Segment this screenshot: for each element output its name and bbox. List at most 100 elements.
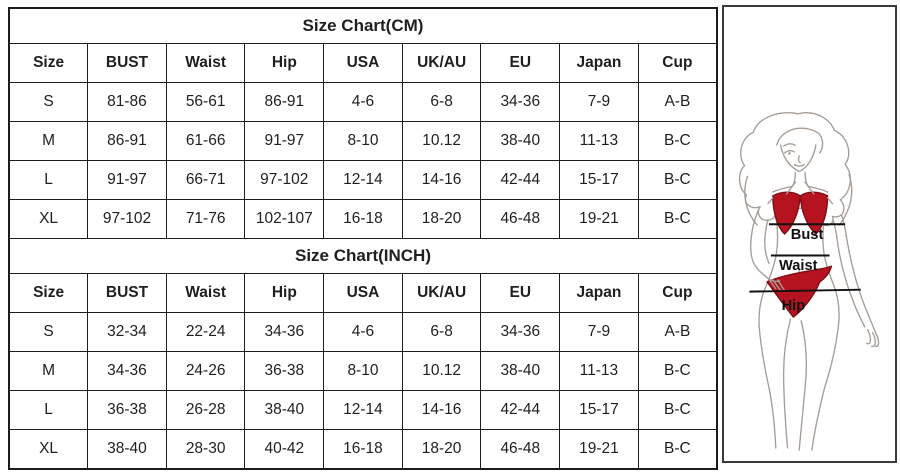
hip-label: Hip (782, 298, 806, 314)
hand-on-hip (763, 274, 786, 292)
size-value-cell: B-C (637, 121, 718, 161)
bust-label: Bust (791, 227, 824, 243)
waist-label: Waist (779, 258, 818, 274)
size-value-cell: 15-17 (559, 390, 639, 430)
size-value-cell: 71-76 (165, 199, 246, 239)
size-value-cell: B-C (637, 351, 718, 391)
size-value-cell: 19-21 (559, 199, 639, 239)
table-title-row: Size Chart(CM) (8, 7, 718, 44)
size-value-cell: 8-10 (323, 121, 403, 161)
column-header: Cup (637, 273, 718, 313)
size-value-cell: 66-71 (165, 160, 246, 200)
size-value-cell: 14-16 (401, 160, 482, 200)
size-value-cell: B-C (637, 199, 718, 239)
measurement-figure-panel: Bust Waist Hip (722, 5, 897, 463)
size-value-cell: 7-9 (559, 312, 639, 352)
size-row: L 36-38 26-28 38-40 12-14 14-16 42-44 15-17 B-C (8, 390, 718, 430)
size-name-cell: L (8, 390, 89, 430)
column-header: UK/AU (401, 273, 482, 313)
size-row: L 91-97 66-71 97-102 12-14 14-16 42-44 15-17 B-C (8, 160, 718, 200)
size-value-cell: B-C (637, 390, 718, 430)
hip-line (749, 288, 861, 293)
size-name-cell: S (8, 312, 89, 352)
size-value-cell: 14-16 (401, 390, 482, 430)
hair-strands (744, 173, 853, 226)
size-value-cell: 18-20 (401, 199, 482, 239)
size-value-cell: 91-97 (87, 160, 167, 200)
size-value-cell: 86-91 (87, 121, 167, 161)
size-value-cell: 12-14 (323, 160, 403, 200)
column-header: Hip (244, 43, 325, 83)
size-value-cell: 56-61 (165, 82, 246, 122)
size-chart-table-body: Size Chart(CM) Size BUST Waist Hip USA UK/AU EU… (8, 7, 718, 470)
size-value-cell: 34-36 (87, 351, 167, 391)
size-value-cell: B-C (637, 160, 718, 200)
size-value-cell: 91-97 (244, 121, 325, 161)
size-name-cell: L (8, 160, 89, 200)
table-title: Size Chart(INCH) (8, 238, 718, 274)
size-value-cell: 22-24 (165, 312, 246, 352)
column-header: Hip (244, 273, 325, 313)
table-title-row: Size Chart(INCH) (8, 238, 718, 274)
size-value-cell: 42-44 (480, 390, 561, 430)
size-value-cell: 16-18 (323, 429, 403, 470)
size-value-cell: 11-13 (559, 351, 639, 391)
column-header: Japan (559, 43, 639, 83)
size-value-cell: 28-30 (165, 429, 246, 470)
column-header: Size (8, 273, 89, 313)
size-value-cell: 7-9 (559, 82, 639, 122)
size-value-cell: 46-48 (480, 199, 561, 239)
column-header: Japan (559, 273, 639, 313)
size-row: S 81-86 56-61 86-91 4-6 6-8 34-36 7-9 A-B (8, 82, 718, 122)
table-title: Size Chart(CM) (8, 7, 718, 44)
size-value-cell: B-C (637, 429, 718, 470)
column-header: Cup (637, 43, 718, 83)
size-row: XL 97-102 71-76 102-107 16-18 18-20 46-48 19-21… (8, 199, 718, 239)
size-name-cell: XL (8, 199, 89, 239)
size-value-cell: 26-28 (165, 390, 246, 430)
size-value-cell: 11-13 (559, 121, 639, 161)
size-value-cell: 6-8 (401, 312, 482, 352)
size-row: S 32-34 22-24 34-36 4-6 6-8 34-36 7-9 A-B (8, 312, 718, 352)
column-header-row: Size BUST Waist Hip USA UK/AU EU Japan Cup (8, 43, 718, 83)
size-value-cell: 34-36 (480, 312, 561, 352)
size-value-cell: A-B (637, 312, 718, 352)
size-value-cell: 40-42 (244, 429, 325, 470)
size-value-cell: 97-102 (244, 160, 325, 200)
size-value-cell: 10.12 (401, 351, 482, 391)
column-header: UK/AU (401, 43, 482, 83)
size-value-cell: 38-40 (87, 429, 167, 470)
column-header: Waist (165, 273, 246, 313)
size-value-cell: 15-17 (559, 160, 639, 200)
size-value-cell: 38-40 (480, 351, 561, 391)
size-value-cell: 46-48 (480, 429, 561, 470)
size-value-cell: 10.12 (401, 121, 482, 161)
column-header: Size (8, 43, 89, 83)
size-value-cell: A-B (637, 82, 718, 122)
size-name-cell: M (8, 351, 89, 391)
size-value-cell: 61-66 (165, 121, 246, 161)
size-row: M 34-36 24-26 36-38 8-10 10.12 38-40 11-13 B-C (8, 351, 718, 391)
size-value-cell: 12-14 (323, 390, 403, 430)
column-header: EU (480, 273, 561, 313)
size-name-cell: XL (8, 429, 89, 470)
size-row: M 86-91 61-66 91-97 8-10 10.12 38-40 11-13 B-C (8, 121, 718, 161)
size-value-cell: 34-36 (480, 82, 561, 122)
bikini-straps (767, 181, 834, 205)
size-value-cell: 38-40 (244, 390, 325, 430)
size-value-cell: 16-18 (323, 199, 403, 239)
size-value-cell: 18-20 (401, 429, 482, 470)
size-value-cell: 36-38 (244, 351, 325, 391)
size-value-cell: 97-102 (87, 199, 167, 239)
size-value-cell: 38-40 (480, 121, 561, 161)
column-header: USA (323, 273, 403, 313)
size-value-cell: 8-10 (323, 351, 403, 391)
measurement-lines (749, 223, 861, 293)
column-header: BUST (87, 273, 167, 313)
column-header: EU (480, 43, 561, 83)
size-value-cell: 36-38 (87, 390, 167, 430)
size-value-cell: 4-6 (323, 312, 403, 352)
size-value-cell: 4-6 (323, 82, 403, 122)
size-name-cell: S (8, 82, 89, 122)
size-value-cell: 81-86 (87, 82, 167, 122)
